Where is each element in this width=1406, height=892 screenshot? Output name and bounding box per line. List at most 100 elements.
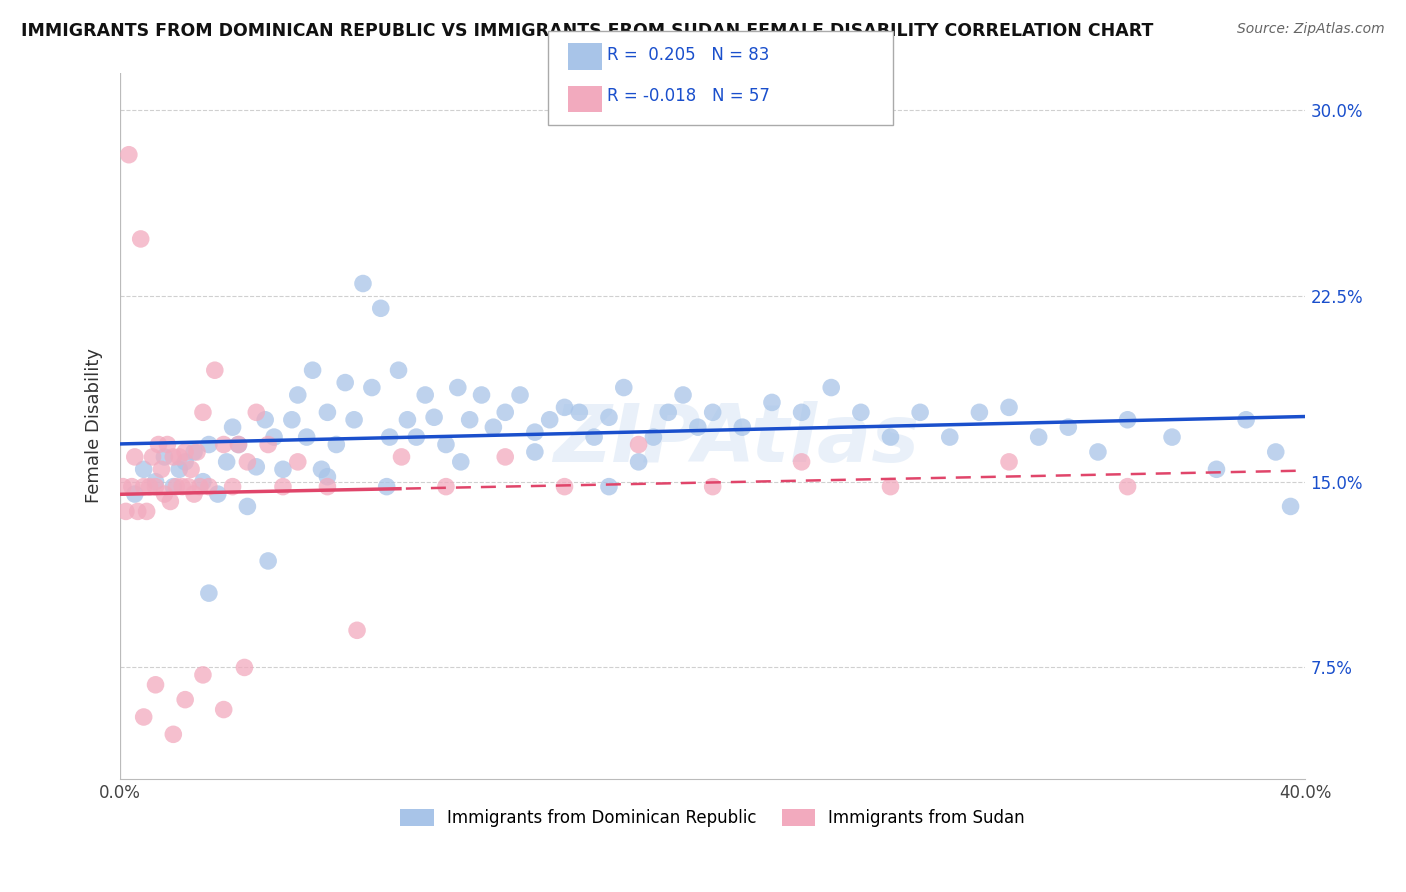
Point xyxy=(156,437,179,451)
Point xyxy=(627,455,650,469)
Point xyxy=(1234,413,1257,427)
Point xyxy=(598,410,620,425)
Point xyxy=(129,232,152,246)
Point xyxy=(316,480,339,494)
Point xyxy=(405,430,427,444)
Point xyxy=(271,480,294,494)
Point xyxy=(115,504,138,518)
Point xyxy=(145,475,167,489)
Point xyxy=(167,462,190,476)
Point xyxy=(172,480,194,494)
Point xyxy=(124,487,146,501)
Point xyxy=(127,504,149,518)
Legend: Immigrants from Dominican Republic, Immigrants from Sudan: Immigrants from Dominican Republic, Immi… xyxy=(394,803,1032,834)
Point xyxy=(228,437,250,451)
Text: R = -0.018   N = 57: R = -0.018 N = 57 xyxy=(607,87,770,105)
Point xyxy=(257,437,280,451)
Point xyxy=(523,445,546,459)
Point xyxy=(174,692,197,706)
Point xyxy=(132,710,155,724)
Point xyxy=(228,437,250,451)
Point xyxy=(165,480,187,494)
Point xyxy=(378,430,401,444)
Point xyxy=(1087,445,1109,459)
Point xyxy=(450,455,472,469)
Point xyxy=(1279,500,1302,514)
Point xyxy=(879,480,901,494)
Point xyxy=(1205,462,1227,476)
Point xyxy=(183,487,205,501)
Point xyxy=(998,401,1021,415)
Point xyxy=(121,480,143,494)
Point xyxy=(271,462,294,476)
Point xyxy=(281,413,304,427)
Y-axis label: Female Disability: Female Disability xyxy=(86,349,103,503)
Point xyxy=(434,480,457,494)
Point xyxy=(387,363,409,377)
Point xyxy=(145,480,167,494)
Point xyxy=(215,455,238,469)
Point xyxy=(159,494,181,508)
Point xyxy=(583,430,606,444)
Point xyxy=(391,450,413,464)
Point xyxy=(335,376,357,390)
Point xyxy=(1057,420,1080,434)
Text: IMMIGRANTS FROM DOMINICAN REPUBLIC VS IMMIGRANTS FROM SUDAN FEMALE DISABILITY CO: IMMIGRANTS FROM DOMINICAN REPUBLIC VS IM… xyxy=(21,22,1153,40)
Point xyxy=(482,420,505,434)
Point xyxy=(254,413,277,427)
Point xyxy=(553,401,575,415)
Point xyxy=(1116,480,1139,494)
Point xyxy=(124,450,146,464)
Point xyxy=(627,437,650,451)
Point xyxy=(212,702,235,716)
Point xyxy=(643,430,665,444)
Point xyxy=(613,380,636,394)
Point xyxy=(1161,430,1184,444)
Point xyxy=(790,455,813,469)
Point xyxy=(360,380,382,394)
Point xyxy=(790,405,813,419)
Point xyxy=(301,363,323,377)
Point xyxy=(458,413,481,427)
Point xyxy=(148,437,170,451)
Point xyxy=(132,462,155,476)
Point xyxy=(849,405,872,419)
Point xyxy=(236,500,259,514)
Point xyxy=(352,277,374,291)
Point xyxy=(233,660,256,674)
Point xyxy=(287,455,309,469)
Point xyxy=(686,420,709,434)
Point xyxy=(191,475,214,489)
Point xyxy=(177,480,200,494)
Point xyxy=(198,586,221,600)
Point xyxy=(183,445,205,459)
Text: Source: ZipAtlas.com: Source: ZipAtlas.com xyxy=(1237,22,1385,37)
Point xyxy=(879,430,901,444)
Point xyxy=(820,380,842,394)
Point xyxy=(174,455,197,469)
Point xyxy=(138,480,160,494)
Point xyxy=(221,420,243,434)
Point xyxy=(180,462,202,476)
Point xyxy=(423,410,446,425)
Point xyxy=(153,487,176,501)
Point xyxy=(538,413,561,427)
Point xyxy=(702,405,724,419)
Point xyxy=(998,455,1021,469)
Point xyxy=(207,487,229,501)
Point xyxy=(174,445,197,459)
Point xyxy=(969,405,991,419)
Point xyxy=(731,420,754,434)
Point xyxy=(198,480,221,494)
Point xyxy=(470,388,492,402)
Point xyxy=(375,480,398,494)
Point xyxy=(257,554,280,568)
Point xyxy=(325,437,347,451)
Point xyxy=(494,405,516,419)
Point xyxy=(343,413,366,427)
Point xyxy=(523,425,546,439)
Point xyxy=(186,445,208,459)
Point xyxy=(553,480,575,494)
Point xyxy=(672,388,695,402)
Point xyxy=(245,459,267,474)
